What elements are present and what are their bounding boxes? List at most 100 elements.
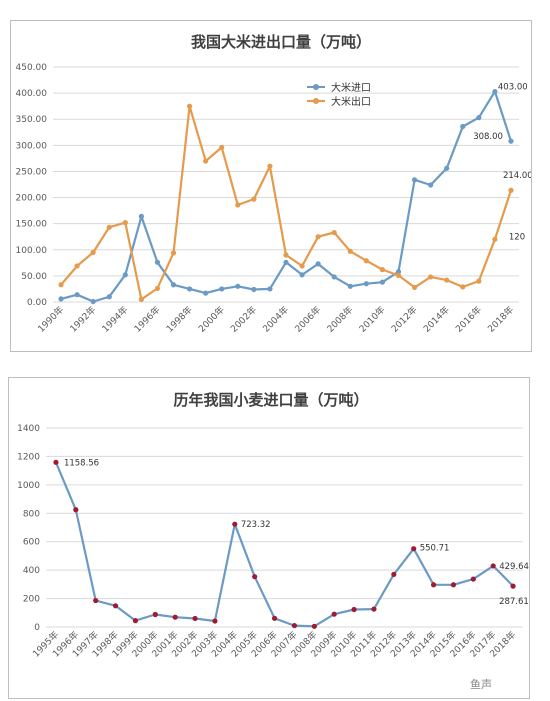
x-tick-label: 2008年 — [324, 304, 355, 335]
data-point — [490, 563, 496, 569]
data-point — [283, 259, 289, 265]
series-line — [54, 461, 514, 628]
rice-chart-panel: 我国大米进出口量（万吨） 大米进口 大米出口 0.00 50.00 100.00 15… — [10, 20, 532, 352]
gridlines — [53, 66, 519, 303]
data-label: 120 — [509, 232, 525, 242]
data-point — [331, 274, 337, 280]
data-point — [132, 618, 139, 624]
x-tick-label: 1994年 — [99, 304, 130, 335]
data-point — [90, 298, 96, 305]
data-label: 1158.56 — [64, 458, 99, 468]
data-point — [58, 296, 64, 302]
chart-title: 历年我国小麦进口量（万吨） — [173, 391, 368, 409]
data-point — [363, 281, 369, 287]
y-tick-label: 1400 — [17, 424, 40, 434]
data-point — [411, 284, 418, 290]
x-tick-label: 2010年 — [356, 304, 387, 335]
x-axis: 1995年1996年1997年1998年1999年2000年2001年2002年… — [30, 629, 518, 660]
data-point — [186, 286, 193, 292]
data-point — [492, 236, 498, 242]
data-point — [428, 274, 434, 280]
x-tick-label: 1990年 — [35, 304, 66, 335]
data-point — [450, 582, 457, 588]
data-point — [347, 283, 353, 289]
data-point — [476, 115, 482, 121]
y-tick-label: 800 — [23, 509, 40, 519]
data-point — [379, 267, 386, 273]
legend-marker-export — [313, 98, 319, 104]
data-point — [90, 249, 96, 255]
data-point — [299, 272, 305, 278]
data-point — [508, 187, 514, 193]
data-point — [428, 182, 434, 188]
data-point — [351, 606, 357, 613]
data-point — [444, 165, 450, 171]
y-tick-label: 350.00 — [16, 115, 48, 125]
series-line — [60, 90, 513, 303]
data-point — [122, 272, 128, 278]
y-tick-label: 450.00 — [16, 63, 48, 73]
data-point — [267, 163, 273, 169]
y-tick-label: 50.00 — [21, 272, 47, 282]
y-tick-label: 150.00 — [16, 220, 48, 230]
data-point — [460, 123, 466, 130]
legend-label-export: 大米出口 — [331, 95, 371, 108]
data-point — [138, 213, 144, 219]
data-point — [395, 269, 402, 275]
data-point — [154, 259, 161, 265]
data-point — [492, 88, 498, 95]
y-tick-label: 400.00 — [16, 89, 48, 99]
x-tick-label: 2000年 — [196, 304, 227, 335]
data-point — [232, 521, 238, 527]
data-point — [251, 196, 257, 202]
data-point — [235, 283, 241, 289]
y-tick-label: 100.00 — [16, 246, 48, 256]
data-point — [203, 158, 209, 164]
series-0: 1158.56 723.32 550.71 429.6486 287.61 — [53, 458, 529, 629]
data-point — [106, 224, 112, 230]
data-point — [299, 263, 305, 269]
rice-chart: 我国大米进出口量（万吨） 大米进口 大米出口 0.00 50.00 100.00 15… — [16, 33, 532, 335]
data-point — [460, 284, 466, 290]
data-point — [74, 292, 80, 298]
data-point — [58, 282, 64, 288]
x-tick-label: 2016年 — [453, 304, 484, 335]
data-label: 550.71 — [420, 544, 450, 554]
data-point — [347, 248, 353, 254]
y-tick-label: 1200 — [17, 452, 40, 462]
data-point — [331, 611, 337, 617]
data-point — [170, 282, 177, 288]
data-point — [74, 263, 80, 269]
y-tick-label: 400 — [23, 566, 40, 576]
data-point — [212, 618, 218, 624]
wheat-chart-panel: 历年我国小麦进口量（万吨） 0 200 400 600 800 1000 1200 1400 1… — [8, 377, 530, 699]
data-point — [391, 571, 397, 578]
data-point — [186, 103, 193, 109]
data-point — [430, 582, 437, 588]
data-label: 214.00 — [503, 171, 531, 181]
y-tick-label: 200.00 — [16, 194, 48, 204]
data-label: 287.61 — [499, 597, 529, 607]
legend-marker-import — [313, 84, 319, 90]
x-tick-label: 1996年 — [132, 304, 163, 335]
x-tick-label: 1998年 — [164, 304, 195, 335]
data-point — [252, 574, 258, 580]
data-point — [371, 606, 377, 612]
legend-label-import: 大米进口 — [331, 81, 371, 94]
data-label: 403.00 — [498, 83, 528, 93]
data-point — [251, 286, 257, 293]
data-point — [291, 622, 298, 629]
x-tick-label: 2004年 — [260, 304, 291, 335]
y-axis: 0 200 400 600 800 1000 1200 1400 — [17, 424, 40, 633]
data-point — [411, 177, 418, 183]
series-1: 120 214.00 — [58, 103, 531, 302]
data-point — [172, 614, 178, 620]
y-tick-label: 1000 — [17, 481, 40, 491]
chart-title: 我国大米进出口量（万吨） — [191, 33, 371, 51]
data-point — [192, 615, 198, 622]
data-point — [152, 611, 158, 618]
data-point — [510, 583, 516, 589]
data-label: 308.00 — [473, 132, 503, 142]
data-point — [476, 278, 482, 284]
data-point — [363, 258, 369, 264]
